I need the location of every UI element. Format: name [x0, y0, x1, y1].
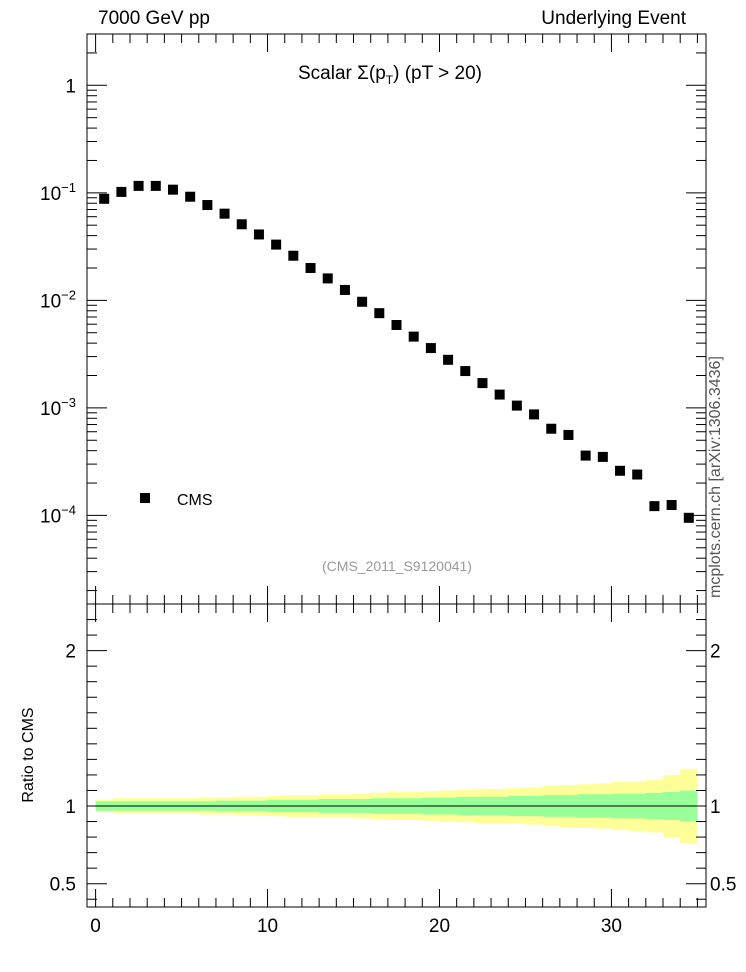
data-point — [167, 184, 178, 195]
x-tick-label: 30 — [601, 916, 622, 937]
data-point — [563, 429, 574, 440]
ratio-plot-frame — [86, 603, 707, 908]
data-point — [425, 343, 436, 354]
ratio-y-tick-label: 1 — [65, 797, 76, 818]
data-point — [408, 331, 419, 342]
data-point — [443, 354, 454, 365]
data-point — [649, 501, 660, 512]
data-point — [666, 499, 677, 510]
cms-data-points — [99, 180, 694, 523]
header-right-label: Underlying Event — [541, 8, 686, 29]
main-plot-frame — [86, 33, 707, 605]
ratio-y-tick-label: 0.5 — [50, 875, 76, 896]
data-point — [374, 308, 385, 319]
legend-label-cms: CMS — [177, 492, 213, 509]
data-point — [632, 469, 643, 480]
y-tick-label: 1 — [65, 76, 76, 97]
data-point — [150, 180, 161, 191]
data-point — [253, 229, 264, 240]
analysis-watermark: (CMS_2011_S9120041) — [322, 558, 472, 574]
ratio-y-tick-label-right: 1 — [710, 797, 721, 818]
data-point — [580, 450, 591, 461]
main-plot-panel: 1 10−1 10−2 10−3 10−4 Scalar Σ(pT) (pT > 20)… — [40, 33, 707, 605]
ratio-plot-panel: 2 2 1 1 0.5 0.5 0 10 20 30 Ratio to CMS — [20, 603, 736, 937]
data-point — [597, 451, 608, 462]
data-point — [305, 262, 316, 273]
data-point — [511, 400, 522, 411]
data-point — [322, 273, 333, 284]
data-point — [271, 239, 282, 250]
data-point — [615, 465, 626, 476]
data-point — [236, 219, 247, 230]
y-tick-label: 10−1 — [40, 180, 76, 205]
header-left-label: 7000 GeV pp — [98, 8, 210, 29]
legend-marker-cms — [140, 493, 150, 503]
ratio-y-tick-label: 2 — [65, 642, 76, 663]
data-point — [546, 423, 557, 434]
data-point — [339, 284, 350, 295]
y-tick-label: 10−2 — [40, 287, 76, 312]
ratio-y-tick-label-right: 0.5 — [710, 875, 736, 896]
data-point — [477, 378, 488, 389]
ratio-y-tick-label-right: 2 — [710, 642, 721, 663]
main-plot-axes: 1 10−1 10−2 10−3 10−4 — [40, 34, 706, 604]
data-point — [683, 512, 694, 523]
y-tick-label: 10−3 — [40, 395, 76, 420]
data-point — [391, 319, 402, 330]
data-point — [133, 180, 144, 191]
y-tick-label: 10−4 — [40, 502, 76, 527]
chart-title: Scalar Σ(pT) (pT > 20) — [298, 63, 482, 87]
data-point — [529, 409, 540, 420]
data-point — [460, 366, 471, 377]
data-point — [288, 250, 299, 261]
x-tick-label: 20 — [429, 916, 450, 937]
ratio-uncertainty-bands — [95, 768, 698, 844]
x-tick-label: 0 — [90, 916, 101, 937]
ratio-plot-axes: 2 2 1 1 0.5 0.5 0 10 20 30 — [50, 604, 736, 937]
data-point — [219, 208, 230, 219]
data-point — [185, 191, 196, 202]
data-point — [116, 186, 127, 197]
data-point — [494, 389, 505, 400]
ratio-y-axis-title: Ratio to CMS — [20, 707, 37, 802]
data-point — [202, 200, 213, 211]
x-tick-label: 10 — [257, 916, 278, 937]
data-point — [99, 193, 110, 204]
data-point — [357, 296, 368, 307]
